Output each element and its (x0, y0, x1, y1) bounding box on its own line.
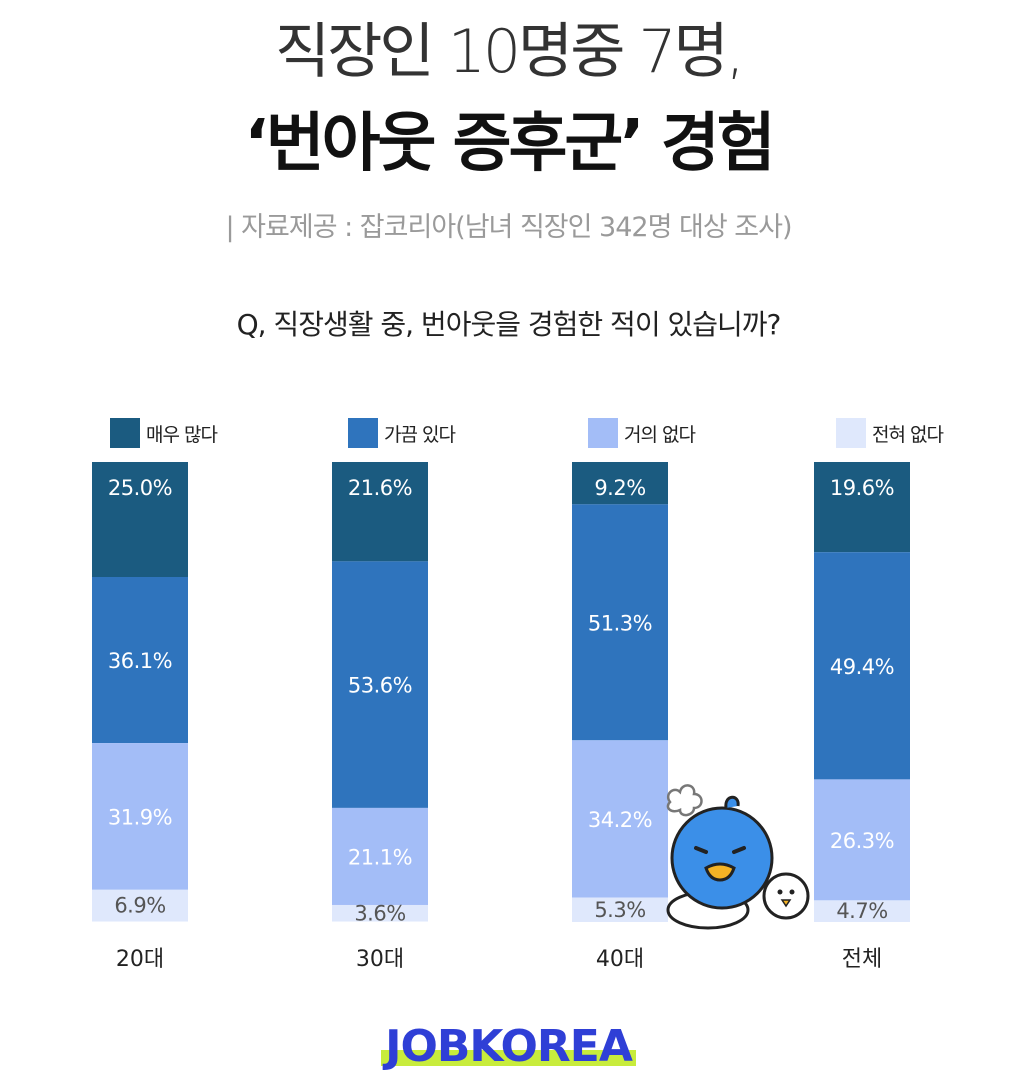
bar-segment-never (332, 904, 428, 922)
data-label: 36.1% (108, 649, 172, 673)
legend-swatch (588, 418, 618, 448)
data-label: 5.3% (594, 898, 645, 922)
bar-segment-rarely (814, 779, 910, 901)
legend-item-rarely: 거의 없다 (588, 413, 696, 453)
data-label: 6.9% (114, 894, 165, 918)
bar-segment-rarely (332, 807, 428, 905)
data-label: 25.0% (108, 476, 172, 500)
data-label: 19.6% (830, 476, 894, 500)
legend-swatch (110, 418, 140, 448)
bar-segment-sometimes (814, 552, 910, 780)
bar-segment-rarely (92, 743, 188, 890)
legend-label: 가끔 있다 (384, 423, 456, 446)
category-label: 40대 (596, 947, 644, 972)
bar-segment-never (814, 900, 910, 922)
bar-segment-sometimes (572, 504, 668, 741)
survey-question: Q, 직장생활 중, 번아웃을 경험한 적이 있습니까? (236, 308, 782, 341)
bar-segment-very-often (332, 462, 428, 562)
data-label: 4.7% (836, 899, 887, 923)
data-label: 26.3% (830, 829, 894, 853)
bar-segment-never (92, 889, 188, 922)
data-label: 3.6% (354, 901, 405, 925)
category-label: 전체 (842, 947, 882, 972)
blue-bird-mascot-icon (666, 784, 810, 930)
chart-bars: 25.0% 36.1% 31.9% 6.9% 20대 21.6% 53.6% 21.1% 3.6… (92, 462, 910, 972)
data-label: 51.3% (588, 611, 652, 635)
page-title-line2: ‘번아웃 증후군’ 경험 (244, 107, 775, 181)
data-label: 31.9% (108, 805, 172, 829)
page-title-line1: 직장인 10명중 7명, (275, 17, 745, 87)
legend-item-sometimes: 가끔 있다 (348, 413, 456, 453)
source-note: | 자료제공 : 잡코리아(남녀 직장인 342명 대상 조사) (225, 212, 793, 243)
category-label: 30대 (356, 947, 404, 972)
data-label: 53.6% (348, 674, 412, 698)
legend-label: 매우 많다 (146, 423, 218, 446)
legend-swatch (348, 418, 378, 448)
jobkorea-logo: JOBKOREA (0, 1022, 1017, 1072)
legend-label: 전혀 없다 (872, 423, 944, 446)
data-label: 34.2% (588, 808, 652, 832)
bar-segment-sometimes (332, 561, 428, 808)
data-label: 9.2% (594, 476, 645, 500)
data-label: 21.1% (348, 845, 412, 869)
bar-segment-very-often (92, 462, 188, 577)
legend-item-very-often: 매우 많다 (110, 413, 218, 453)
bar-segment-rarely (572, 740, 668, 898)
bar-segment-never (572, 897, 668, 922)
category-label: 20대 (116, 947, 164, 972)
logo-text: JOBKOREA (381, 1022, 636, 1072)
legend-item-never: 전혀 없다 (836, 413, 944, 453)
chart-legend: 매우 많다 가끔 있다 거의 없다 전혀 없다 (0, 413, 1017, 453)
legend-label: 거의 없다 (624, 423, 696, 446)
data-label: 21.6% (348, 476, 412, 500)
legend-swatch (836, 418, 866, 448)
logo-wordmark: JOBKOREA (385, 1021, 633, 1072)
bar-segment-very-often (572, 462, 668, 505)
data-label: 49.4% (830, 655, 894, 679)
bar-segment-sometimes (92, 577, 188, 744)
bar-segment-very-often (814, 462, 910, 553)
